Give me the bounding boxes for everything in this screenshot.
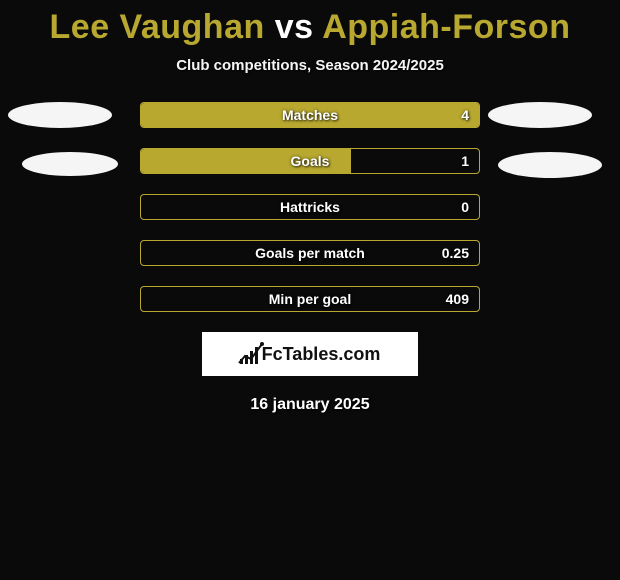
player1-name: Lee Vaughan: [50, 8, 265, 46]
stat-value: 1: [461, 153, 469, 169]
vs-text: vs: [275, 8, 314, 46]
stat-value: 4: [461, 107, 469, 123]
stat-label: Goals per match: [255, 245, 365, 261]
stat-label: Goals: [291, 153, 330, 169]
subtitle: Club competitions, Season 2024/2025: [0, 57, 620, 74]
stat-row-matches: Matches 4: [140, 102, 480, 128]
player2-name: Appiah-Forson: [322, 8, 570, 46]
page-title: Lee Vaughan vs Appiah-Forson: [0, 0, 620, 47]
decor-ellipse-left-2: [22, 152, 118, 176]
logo-bars-icon: [240, 344, 258, 364]
date-text: 16 january 2025: [0, 396, 620, 414]
stat-row-goals: Goals 1: [140, 148, 480, 174]
decor-ellipse-left-1: [8, 102, 112, 128]
stat-label: Min per goal: [269, 291, 351, 307]
stat-row-min-per-goal: Min per goal 409: [140, 286, 480, 312]
decor-ellipse-right-2: [498, 152, 602, 178]
stat-row-hattricks: Hattricks 0: [140, 194, 480, 220]
decor-ellipse-right-1: [488, 102, 592, 128]
stat-label: Matches: [282, 107, 338, 123]
fctables-logo: FcTables.com: [202, 332, 418, 376]
stats-area: Matches 4 Goals 1 Hattricks 0 Goals per …: [0, 102, 620, 414]
logo-text: FcTables.com: [262, 344, 381, 365]
stat-row-goals-per-match: Goals per match 0.25: [140, 240, 480, 266]
stat-value: 0.25: [442, 245, 469, 261]
stat-value: 409: [446, 291, 469, 307]
stat-label: Hattricks: [280, 199, 340, 215]
stat-value: 0: [461, 199, 469, 215]
